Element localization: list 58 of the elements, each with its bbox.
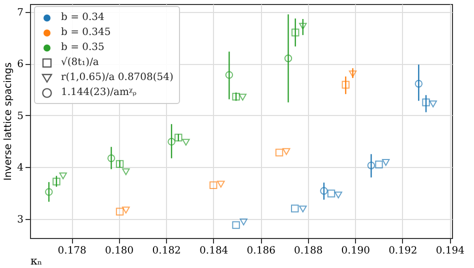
x-tick-label: 0.178 — [58, 246, 86, 256]
x-axis-title: κₙ — [30, 254, 42, 268]
annotation: r(1,0.65)/a 0.8708(54) — [61, 72, 174, 83]
x-tick-label: 0.190 — [341, 246, 370, 256]
point — [116, 160, 124, 168]
point — [275, 148, 284, 156]
point — [342, 80, 350, 89]
point — [375, 160, 383, 168]
point — [182, 138, 190, 146]
point — [240, 218, 248, 226]
point — [334, 192, 342, 198]
point — [107, 154, 116, 162]
point — [291, 204, 299, 212]
point — [122, 206, 130, 214]
x-tick-label: 0.182 — [152, 246, 181, 256]
point — [52, 178, 60, 186]
point — [45, 188, 53, 196]
legend-label: b = 0.35 — [61, 42, 104, 53]
x-tick-label: 0.186 — [246, 246, 276, 256]
annotation: √(8t₁)/a — [61, 57, 99, 68]
legend-label: b = 0.345 — [61, 27, 111, 38]
point — [174, 134, 182, 142]
point — [225, 71, 234, 79]
x-tick-label: 0.194 — [436, 246, 464, 256]
legend-label: b = 0.34 — [61, 12, 104, 23]
y-tick-label: 3 — [17, 214, 24, 226]
point — [217, 180, 225, 188]
point — [299, 206, 307, 212]
point — [168, 138, 176, 146]
point — [414, 80, 423, 88]
y-tick-label: 4 — [17, 162, 24, 174]
point — [327, 190, 336, 198]
y-tick-label: 6 — [17, 59, 24, 70]
point — [299, 22, 307, 30]
x-tick-label: 0.192 — [388, 246, 418, 256]
point — [59, 172, 67, 180]
point — [282, 148, 290, 155]
point — [291, 28, 300, 36]
point — [320, 187, 328, 195]
x-tick-label: 0.180 — [105, 246, 134, 256]
point — [232, 221, 240, 229]
point — [348, 70, 357, 78]
y-tick-label: 5 — [17, 110, 24, 122]
point — [382, 159, 390, 166]
point — [122, 168, 130, 176]
point — [116, 208, 124, 216]
x-tick-label: 0.188 — [294, 246, 323, 256]
point — [238, 94, 247, 101]
y-axis-title: Inverse lattice spacings — [3, 62, 14, 181]
point — [210, 181, 218, 190]
point — [429, 100, 437, 108]
x-tick-label: 0.184 — [200, 246, 228, 256]
point — [367, 162, 376, 170]
point — [232, 92, 240, 101]
point — [422, 98, 430, 106]
point — [284, 54, 292, 62]
y-tick-label: 7 — [17, 7, 24, 18]
annotation: 1.144(23)/amᵡᵨ — [61, 87, 136, 98]
